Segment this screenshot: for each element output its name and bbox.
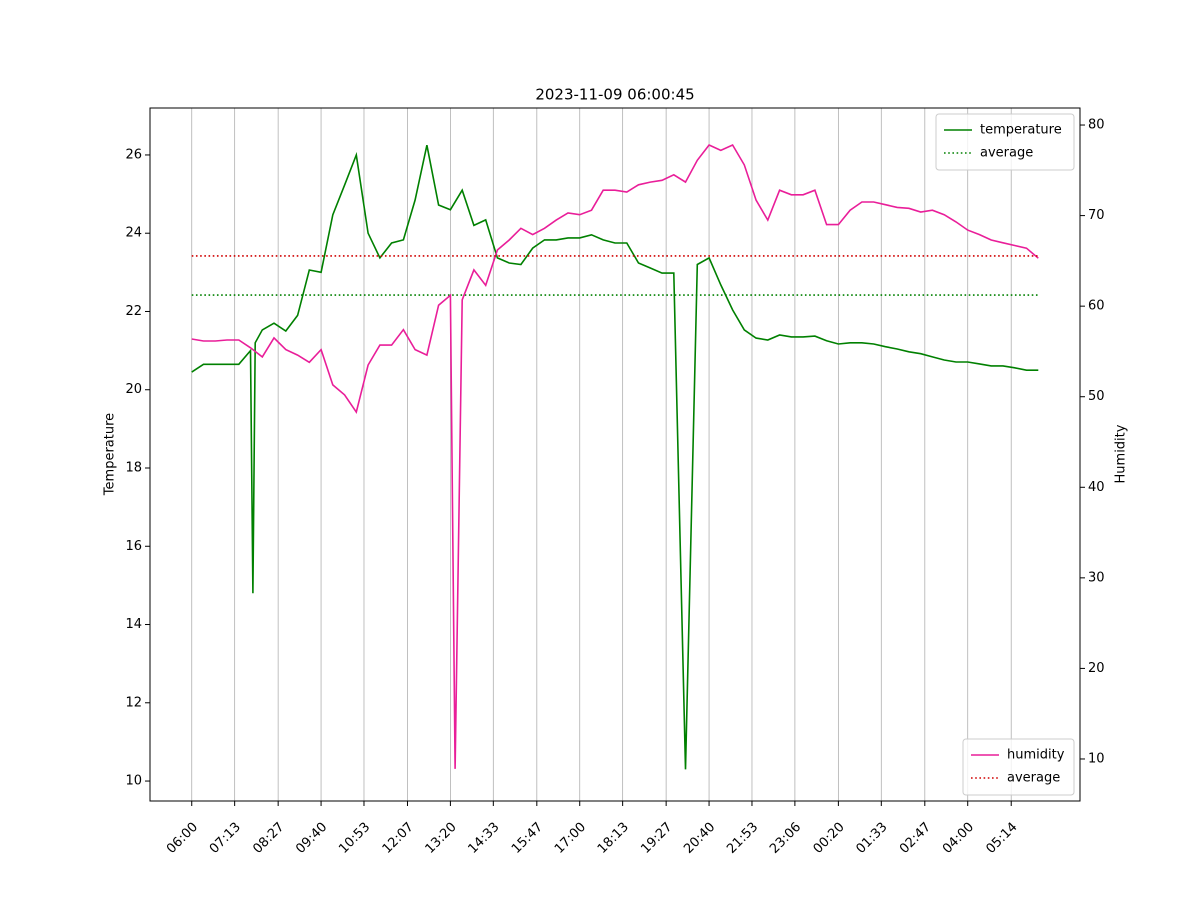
legend-label: average bbox=[980, 146, 1033, 161]
y-tick-label: 16 bbox=[125, 539, 142, 554]
y2-tick-label: 10 bbox=[1088, 751, 1105, 766]
y2-axis-label: Humidity bbox=[1114, 424, 1129, 483]
y2-tick-label: 80 bbox=[1088, 118, 1105, 133]
legend-box bbox=[935, 113, 1075, 171]
data-line bbox=[191, 145, 1039, 770]
y-tick-label: 22 bbox=[125, 304, 142, 319]
y2-tick-label: 20 bbox=[1088, 661, 1105, 676]
y2-tick-label: 40 bbox=[1088, 480, 1105, 495]
y-tick-label: 12 bbox=[125, 695, 142, 710]
y-axis-label: Temperature bbox=[103, 413, 118, 496]
y2-tick-label: 70 bbox=[1088, 208, 1105, 223]
legend: humidity average bbox=[962, 738, 1075, 796]
y-tick-label: 10 bbox=[125, 774, 142, 789]
legend-label: temperature bbox=[980, 123, 1062, 138]
legend: temperature average bbox=[935, 113, 1075, 171]
data-line bbox=[191, 143, 1039, 769]
y-tick-label: 18 bbox=[125, 461, 142, 476]
y-tick-label: 14 bbox=[125, 617, 142, 632]
y2-tick-label: 50 bbox=[1088, 389, 1105, 404]
y2-tick-label: 60 bbox=[1088, 299, 1105, 314]
y-tick-label: 24 bbox=[125, 226, 142, 241]
y2-tick-label: 30 bbox=[1088, 570, 1105, 585]
y-tick-label: 26 bbox=[125, 147, 142, 162]
legend-label: humidity bbox=[1007, 748, 1065, 763]
legend-box bbox=[962, 738, 1075, 796]
legend-label: average bbox=[1007, 771, 1060, 786]
chart-title: 2023-11-09 06:00:45 bbox=[535, 86, 694, 104]
y-tick-label: 20 bbox=[125, 382, 142, 397]
plot-frame bbox=[149, 107, 1081, 802]
